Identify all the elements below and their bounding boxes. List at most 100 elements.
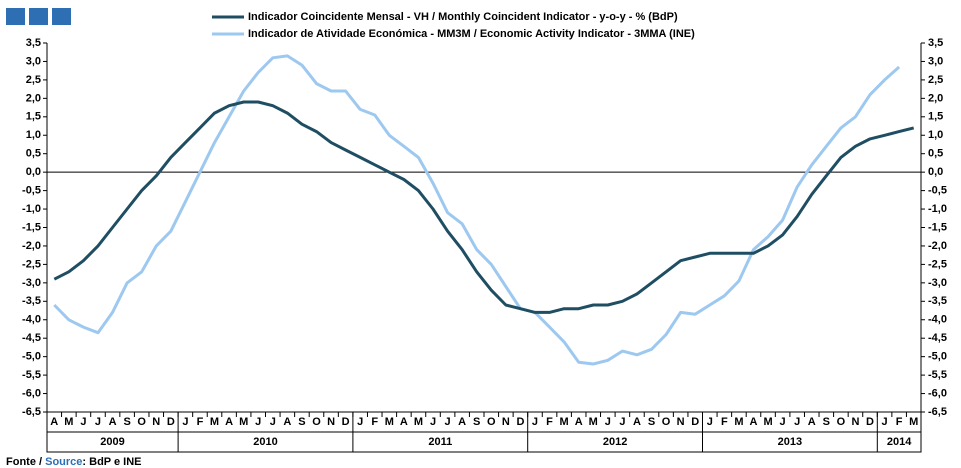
legend-label: Indicador de Atividade Económica - MM3M … (248, 28, 695, 40)
x-tick-label: J (794, 416, 800, 428)
y-tick-label: -6,5 (22, 406, 41, 418)
y2-tick-label: 0,0 (928, 166, 943, 178)
x-tick-label: A (808, 416, 816, 428)
x-tick-label: D (866, 416, 874, 428)
x-tick-label: N (502, 416, 510, 428)
x-tick-label: J (182, 416, 188, 428)
y2-tick-label: -0,5 (928, 185, 947, 197)
x-tick-label: F (197, 416, 204, 428)
x-tick-label: A (225, 416, 233, 428)
y-tick-label: -2,0 (22, 240, 41, 252)
y-tick-label: -4,5 (22, 332, 41, 344)
y-tick-label: 2,0 (26, 92, 41, 104)
source-note: Fonte / Source: BdP e INE (6, 456, 142, 468)
x-tick-label: O (487, 416, 496, 428)
y2-tick-label: -1,5 (928, 221, 947, 233)
x-tick-label: O (137, 416, 146, 428)
legend-label: Indicador Coincidente Mensal - VH / Mont… (248, 11, 678, 23)
y2-tick-label: -3,0 (928, 277, 947, 289)
y2-tick-label: -2,5 (928, 258, 947, 270)
x-tick-label: N (851, 416, 859, 428)
y2-tick-label: 3,0 (928, 55, 943, 67)
x-tick-label: O (312, 416, 321, 428)
y-tick-label: -6,0 (22, 387, 41, 399)
x-tick-label: A (633, 416, 641, 428)
y2-tick-label: -4,0 (928, 314, 947, 326)
year-label: 2014 (887, 436, 912, 448)
x-tick-label: M (239, 416, 248, 428)
y2-tick-label: 2,0 (928, 92, 943, 104)
x-tick-label: J (532, 416, 538, 428)
series-line (53, 100, 915, 314)
x-tick-label: N (327, 416, 335, 428)
x-tick-label: A (400, 416, 408, 428)
x-tick-label: M (909, 416, 918, 428)
x-tick-label: M (414, 416, 423, 428)
y2-tick-label: -3,5 (928, 295, 947, 307)
x-tick-label: F (546, 416, 553, 428)
x-tick-label: J (445, 416, 451, 428)
y-tick-label: -1,5 (22, 221, 41, 233)
y-tick-label: -5,5 (22, 369, 41, 381)
logo-square (52, 8, 71, 25)
x-tick-label: F (371, 416, 378, 428)
series-line (53, 54, 901, 366)
x-tick-label: F (896, 416, 903, 428)
y2-tick-label: -6,5 (928, 406, 947, 418)
y-tick-label: 0,5 (26, 148, 41, 160)
y-tick-label: -0,5 (22, 185, 41, 197)
x-tick-label: O (837, 416, 846, 428)
y2-tick-label: -4,5 (928, 332, 947, 344)
x-tick-label: D (167, 416, 175, 428)
x-tick-label: M (560, 416, 569, 428)
x-tick-label: S (648, 416, 655, 428)
x-tick-label: A (458, 416, 466, 428)
y-tick-label: 3,0 (26, 55, 41, 67)
x-tick-label: S (298, 416, 305, 428)
x-tick-label: D (342, 416, 350, 428)
y-tick-label: 1,0 (26, 129, 41, 141)
x-tick-label: M (589, 416, 598, 428)
y2-tick-label: -2,0 (928, 240, 947, 252)
y-tick-label: -3,0 (22, 277, 41, 289)
y2-tick-label: 1,5 (928, 111, 943, 123)
x-tick-label: J (882, 416, 888, 428)
x-tick-label: J (707, 416, 713, 428)
x-tick-label: J (255, 416, 261, 428)
x-tick-label: D (691, 416, 699, 428)
source-prefix: Fonte / (6, 456, 45, 468)
x-tick-label: J (619, 416, 625, 428)
x-tick-label: M (385, 416, 394, 428)
x-tick-label: S (123, 416, 130, 428)
x-tick-label: S (473, 416, 480, 428)
source-label: Source (45, 456, 82, 468)
year-label: 2011 (428, 436, 452, 448)
y-tick-label: -3,5 (22, 295, 41, 307)
year-label: 2013 (778, 436, 802, 448)
x-tick-label: J (430, 416, 436, 428)
x-tick-label: A (575, 416, 583, 428)
year-label: 2010 (253, 436, 277, 448)
y-tick-label: -1,0 (22, 203, 41, 215)
x-tick-label: A (283, 416, 291, 428)
y2-tick-label: 0,5 (928, 148, 943, 160)
source-suffix: : BdP e INE (82, 456, 141, 468)
x-tick-label: N (152, 416, 160, 428)
x-tick-label: M (210, 416, 219, 428)
y2-tick-label: 2,5 (928, 74, 943, 86)
y2-tick-label: -5,0 (928, 351, 947, 363)
x-tick-label: J (780, 416, 786, 428)
y-tick-label: 2,5 (26, 74, 41, 86)
year-label: 2009 (100, 436, 124, 448)
x-tick-label: M (64, 416, 73, 428)
x-tick-label: A (109, 416, 117, 428)
x-tick-label: J (270, 416, 276, 428)
x-tick-label: F (721, 416, 728, 428)
y-tick-label: 0,0 (26, 166, 41, 178)
x-tick-label: S (823, 416, 830, 428)
logo-square (29, 8, 48, 25)
logo-square (6, 8, 25, 25)
y2-tick-label: 3,5 (928, 37, 943, 49)
x-tick-label: J (357, 416, 363, 428)
